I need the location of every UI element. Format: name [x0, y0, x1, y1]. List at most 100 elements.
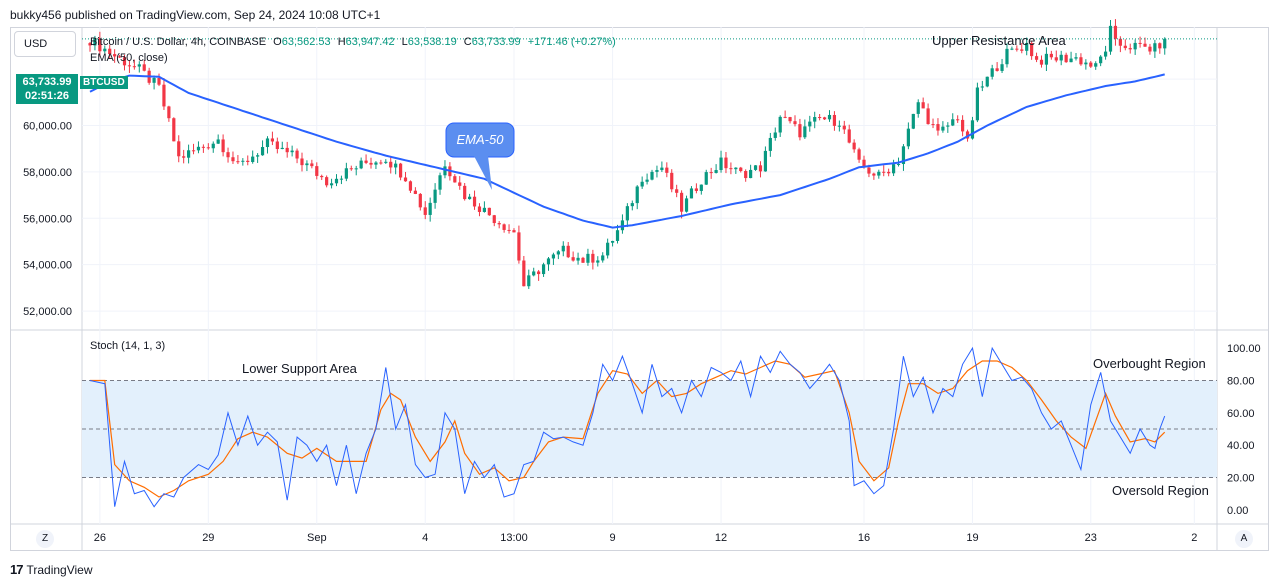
- low-label: L: [401, 36, 408, 48]
- currency-button[interactable]: USD: [14, 31, 76, 57]
- candle-body: [975, 87, 979, 121]
- footer-brand: 17 TradingView: [10, 562, 93, 577]
- time-tick-label: Sep: [307, 532, 327, 544]
- candle-body: [763, 150, 768, 172]
- candle-body: [211, 143, 215, 149]
- candle-body: [936, 124, 940, 131]
- candle-body: [650, 171, 654, 180]
- candle-body: [236, 161, 240, 163]
- candle-body: [453, 176, 457, 183]
- candle-body: [482, 207, 486, 212]
- candle-body: [813, 117, 817, 122]
- candle-body: [1064, 54, 1068, 63]
- candle-body: [906, 128, 910, 147]
- candle-body: [1039, 59, 1044, 65]
- candle-body: [635, 186, 639, 204]
- change-value: +171.46 (+0.27%): [527, 36, 616, 48]
- last-price-value: 63,733.99: [22, 76, 72, 88]
- candle-body: [522, 260, 526, 287]
- candle-body: [1094, 63, 1098, 67]
- candle-body: [152, 77, 156, 83]
- candle-body: [1113, 25, 1118, 39]
- candle-body: [783, 116, 787, 118]
- candle-body: [1123, 45, 1127, 49]
- candle-body: [951, 119, 955, 126]
- candle-body: [339, 178, 344, 180]
- candle-body: [182, 156, 186, 158]
- ema-legend[interactable]: EMA (50, close): [90, 52, 168, 64]
- stoch-tick-label: 60.00: [1227, 408, 1255, 420]
- stoch-d-line: [90, 360, 1166, 498]
- time-axis: 26 29 Sep 4 13:00 9 12 16 19 23 2: [94, 532, 1198, 544]
- auto-scale-button-right[interactable]: A: [1235, 530, 1253, 548]
- candle-body: [226, 152, 230, 158]
- candle-body: [310, 163, 314, 167]
- candle-body: [645, 179, 649, 182]
- price-tick-label: 52,000.00: [23, 306, 72, 318]
- time-tick-label: 12: [715, 532, 727, 544]
- candle-body: [941, 126, 945, 131]
- candle-body: [1074, 57, 1078, 59]
- candle-body: [295, 150, 299, 159]
- auto-scale-button-left[interactable]: Z: [36, 530, 54, 548]
- candle-body: [921, 102, 925, 109]
- candle-body: [601, 255, 605, 261]
- candle-body: [660, 167, 664, 171]
- stoch-k-line: [89, 346, 1166, 508]
- candle-body: [1128, 48, 1132, 50]
- candle-body: [103, 48, 107, 52]
- candle-body: [768, 137, 772, 151]
- candle-body: [290, 150, 294, 153]
- stoch-legend[interactable]: Stoch (14, 1, 3): [90, 340, 166, 352]
- time-tick-label: 19: [966, 532, 978, 544]
- candle-body: [142, 64, 146, 71]
- candle-body: [965, 131, 970, 139]
- overbought-label: Overbought Region: [1093, 356, 1206, 371]
- candle-body: [541, 264, 546, 275]
- candle-body: [305, 163, 309, 166]
- candle-body: [512, 230, 516, 233]
- candle-body: [1133, 42, 1137, 50]
- candle-body: [1069, 58, 1073, 63]
- candle-body: [808, 121, 812, 127]
- time-tick-label: 4: [422, 532, 428, 544]
- candle-body: [724, 157, 728, 169]
- candle-body: [93, 37, 97, 46]
- candle-body: [837, 125, 841, 127]
- candle-body: [349, 168, 353, 170]
- candle-body: [438, 175, 442, 190]
- candle-body: [423, 207, 427, 215]
- candle-body: [191, 150, 196, 152]
- candle-body: [477, 206, 482, 212]
- candle-body: [315, 166, 319, 176]
- candle-body: [251, 156, 255, 162]
- candle-body: [408, 181, 413, 191]
- candle-body: [256, 155, 260, 157]
- candle-body: [980, 86, 984, 88]
- candle-body: [260, 147, 265, 156]
- last-price-tag: 63,733.99 02:51:26: [16, 74, 78, 104]
- candle-body: [586, 253, 590, 263]
- candle-body: [630, 203, 634, 207]
- candle-body: [818, 117, 822, 119]
- candle-body: [640, 181, 644, 187]
- candles: [88, 19, 1167, 289]
- time-tick-label: 23: [1085, 532, 1097, 544]
- candle-body: [172, 118, 176, 142]
- candle-body: [132, 66, 136, 68]
- time-tick-label: 2: [1191, 532, 1197, 544]
- candle-body: [793, 121, 797, 125]
- candle-body: [88, 43, 92, 46]
- candle-body: [620, 220, 625, 231]
- candle-body: [418, 193, 422, 208]
- candle-body: [576, 257, 580, 261]
- candle-body: [803, 126, 807, 138]
- candle-body: [689, 188, 694, 199]
- candle-body: [1010, 48, 1014, 50]
- candle-body: [275, 141, 279, 150]
- candle-body: [507, 229, 511, 231]
- stoch-tick-label: 40.00: [1227, 440, 1255, 452]
- candle-body: [325, 177, 329, 186]
- candle-body: [734, 167, 738, 170]
